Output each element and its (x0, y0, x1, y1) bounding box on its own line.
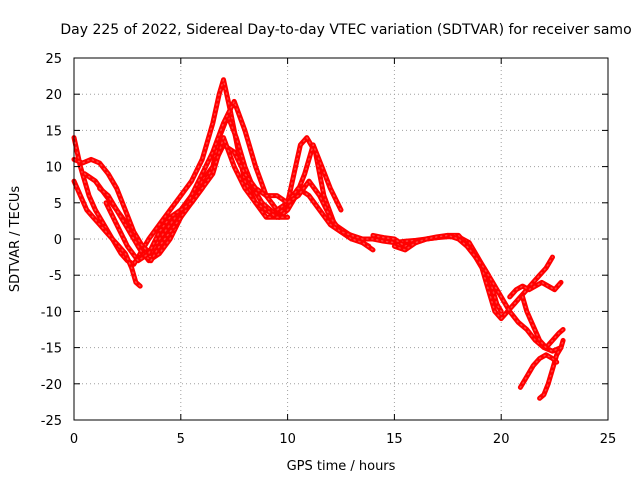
y-tick-label: -20 (41, 378, 62, 393)
y-tick-label: 20 (45, 88, 62, 103)
series-trace-9 (391, 232, 564, 354)
series-plus-markers (393, 234, 562, 352)
series-trace-10 (507, 279, 564, 300)
x-tick-label: 5 (177, 432, 185, 447)
y-tick-label: 0 (54, 233, 62, 248)
data-series (71, 77, 566, 401)
x-tick-labels: 0 5 10 15 20 25 (70, 432, 616, 447)
x-tick-label: 10 (279, 432, 296, 447)
x-axis-label: GPS time / hours (287, 459, 396, 474)
series-trace-13 (517, 352, 560, 390)
y-tick-labels: 25 20 15 10 5 0 -5 -10 -15 -20 -25 (41, 52, 62, 429)
x-tick-label: 0 (70, 432, 78, 447)
series-plus-markers (98, 144, 374, 262)
series-plus-markers (73, 180, 141, 287)
axis-ticks (73, 57, 609, 421)
y-tick-label: -25 (41, 414, 62, 429)
y-tick-label: -15 (41, 342, 62, 357)
y-axis-label: SDTVAR / TECUs (8, 186, 23, 293)
series-band (327, 222, 504, 314)
x-tick-label: 20 (493, 432, 510, 447)
series-plus-markers (508, 281, 562, 298)
y-tick-label: -10 (41, 305, 62, 320)
y-tick-label: 15 (45, 124, 62, 139)
series-trace-11 (520, 294, 566, 351)
x-tick-label: 25 (600, 432, 617, 447)
y-tick-label: 25 (45, 52, 62, 67)
series-trace-7 (327, 222, 504, 314)
series-plus-markers (105, 136, 289, 262)
series-plus-markers (521, 296, 564, 349)
x-tick-label: 15 (386, 432, 403, 447)
series-plus-markers (538, 339, 564, 400)
chart-title: Day 225 of 2022, Sidereal Day-to-day VTE… (60, 22, 631, 38)
series-trace-12 (537, 337, 566, 401)
y-tick-label: -5 (49, 269, 62, 284)
series-trace-2 (71, 178, 143, 289)
series-trace-6 (103, 135, 291, 264)
y-tick-label: 5 (54, 197, 62, 212)
series-plus-markers (519, 354, 558, 389)
y-tick-label: 10 (45, 161, 62, 176)
series-band (520, 294, 566, 351)
